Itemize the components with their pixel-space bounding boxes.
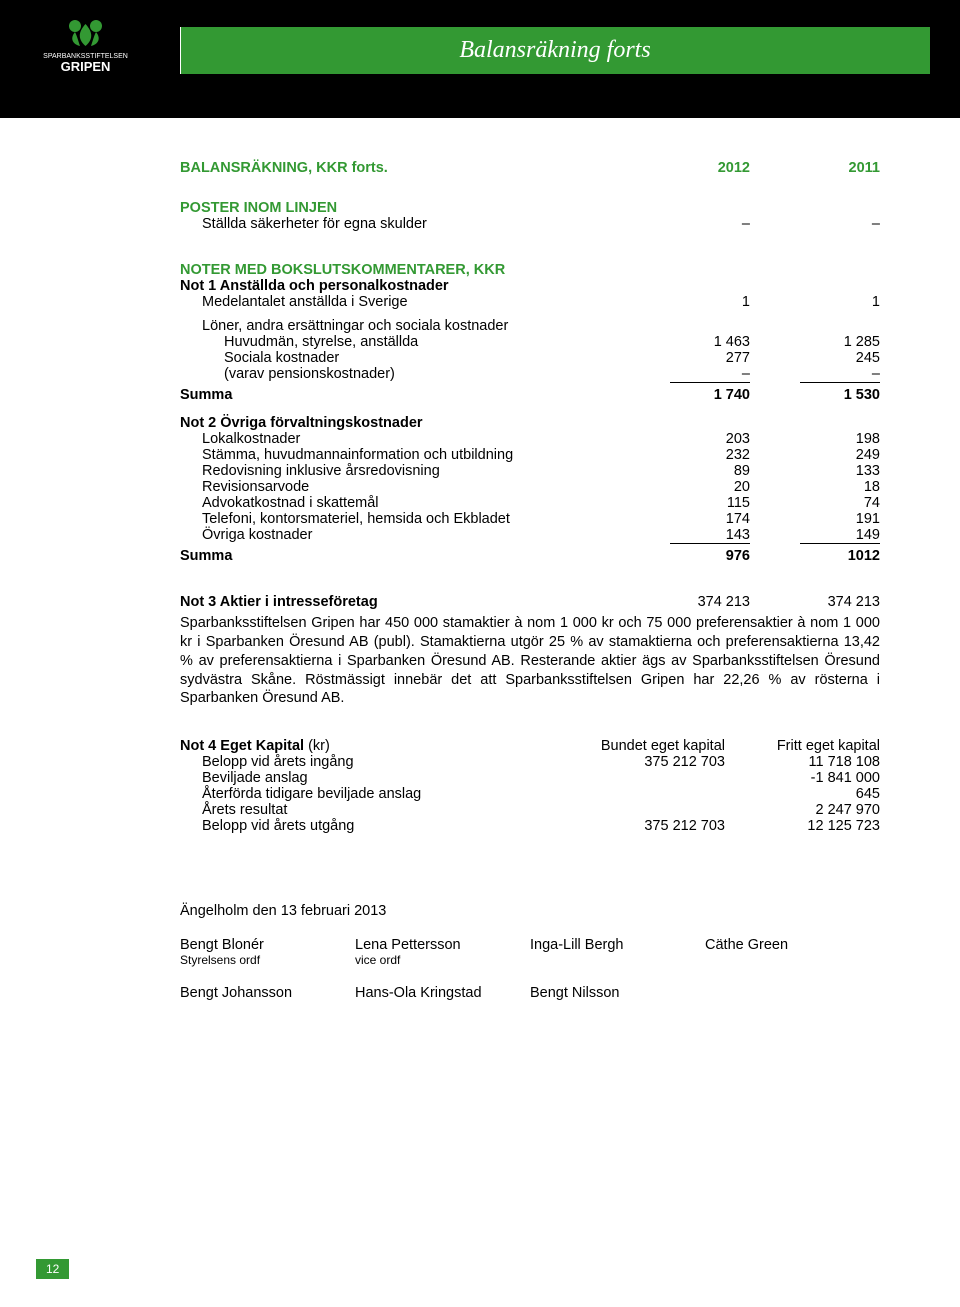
page-number: 12 <box>36 1259 69 1279</box>
sig-p4-name: Cäthe Green <box>705 937 880 953</box>
not3-title: Not 3 Aktier i intresseföretag <box>180 594 620 610</box>
not2-sum-label: Summa <box>180 548 620 564</box>
not1-r4-v2: – <box>750 366 880 383</box>
not2-r6-v2: 191 <box>750 511 880 527</box>
gripen-logo: SPARBANKSSTIFTELSEN GRIPEN <box>28 12 143 74</box>
not4-r4-v1 <box>560 802 725 818</box>
poster-heading: POSTER INOM LINJEN <box>180 200 880 216</box>
not2-r1-v1: 203 <box>620 431 750 447</box>
not2-r2-v2: 249 <box>750 447 880 463</box>
sig-p1-role: Styrelsens ordf <box>180 953 355 967</box>
not2-title: Not 2 Övriga förvaltningskostnader <box>180 415 880 431</box>
not1-r1-label: Medelantalet anställda i Sverige <box>180 294 620 310</box>
not2-r3-l: Redovisning inklusive årsredovisning <box>180 463 620 479</box>
not4-r5-v1: 375 212 703 <box>560 818 725 834</box>
not4-r5-l: Belopp vid årets utgång <box>180 818 560 834</box>
not1-sum-label: Summa <box>180 387 620 403</box>
poster-row-label: Ställda säkerheter för egna skulder <box>180 216 620 232</box>
poster-row-v1: – <box>620 216 750 232</box>
not3-v2: 374 213 <box>750 594 880 610</box>
not4-r1-v1: 375 212 703 <box>560 754 725 770</box>
sig-p6-name: Hans-Ola Kringstad <box>355 985 530 1001</box>
sig-p5-name: Bengt Johansson <box>180 985 355 1001</box>
not2-r6-l: Telefoni, kontorsmateriel, hemsida och E… <box>180 511 620 527</box>
year-col-2: 2011 <box>750 160 880 176</box>
not4-r2-l: Beviljade anslag <box>180 770 560 786</box>
not4-title-row: Not 4 Eget Kapital (kr) <box>180 738 560 754</box>
page-content: BALANSRÄKNING, KKR forts. 2012 2011 POST… <box>180 160 880 1001</box>
not2-r4-v2: 18 <box>750 479 880 495</box>
sig-p2-name: Lena Pettersson <box>355 937 530 953</box>
not1-title: Not 1 Anställda och personalkostnader <box>180 278 880 294</box>
not2-r5-l: Advokatkostnad i skattemål <box>180 495 620 511</box>
not4-h2: Fritt eget kapital <box>725 738 880 754</box>
not2-r1-v2: 198 <box>750 431 880 447</box>
header-title-bar: Balansräkning forts <box>180 27 930 74</box>
not4-r2-v1 <box>560 770 725 786</box>
header-band: SPARBANKSSTIFTELSEN GRIPEN Balansräkning… <box>0 0 960 118</box>
not4-r3-v2: 645 <box>725 786 880 802</box>
year-col-1: 2012 <box>620 160 750 176</box>
not4-r3-l: Återförda tidigare beviljade anslag <box>180 786 560 802</box>
noter-heading: NOTER MED BOKSLUTSKOMMENTARER, KKR <box>180 262 880 278</box>
not4-r4-v2: 2 247 970 <box>725 802 880 818</box>
not1-r3-label: Sociala kostnader <box>180 350 620 366</box>
sign-place-date: Ängelholm den 13 februari 2013 <box>180 903 880 919</box>
not1-sum-v1: 1 740 <box>620 387 750 403</box>
not2-r5-v2: 74 <box>750 495 880 511</box>
not4-r2-v2: -1 841 000 <box>725 770 880 786</box>
header-title: Balansräkning forts <box>459 37 650 64</box>
not2-r7-v1: 143 <box>620 527 750 544</box>
not4-r1-l: Belopp vid årets ingång <box>180 754 560 770</box>
not1-sub: Löner, andra ersättningar och sociala ko… <box>180 318 880 334</box>
sig-p1-name: Bengt Blonér <box>180 937 355 953</box>
not1-r3-v1: 277 <box>620 350 750 366</box>
not1-r2-v1: 1 463 <box>620 334 750 350</box>
not2-sum-v1: 976 <box>620 548 750 564</box>
not2-r3-v1: 89 <box>620 463 750 479</box>
logo-bottom-text: GRIPEN <box>61 59 111 74</box>
not4-r4-l: Årets resultat <box>180 802 560 818</box>
not2-r1-l: Lokalkostnader <box>180 431 620 447</box>
not1-r1-v1: 1 <box>620 294 750 310</box>
not4-r3-v1 <box>560 786 725 802</box>
not2-r4-v1: 20 <box>620 479 750 495</box>
sig-p7-name: Bengt Nilsson <box>530 985 705 1001</box>
not1-r1-v2: 1 <box>750 294 880 310</box>
not2-sum-v2: 1012 <box>750 548 880 564</box>
not2-r3-v2: 133 <box>750 463 880 479</box>
not4-r5-v2: 12 125 723 <box>725 818 880 834</box>
not1-r2-v2: 1 285 <box>750 334 880 350</box>
not4-r1-v2: 11 718 108 <box>725 754 880 770</box>
not1-sum-v2: 1 530 <box>750 387 880 403</box>
not2-r7-l: Övriga kostnader <box>180 527 620 544</box>
main-title: BALANSRÄKNING, KKR forts. <box>180 160 620 176</box>
not2-r5-v1: 115 <box>620 495 750 511</box>
not2-r2-l: Stämma, huvudmannainformation och utbild… <box>180 447 620 463</box>
not3-v1: 374 213 <box>620 594 750 610</box>
not1-r4-v1: – <box>620 366 750 383</box>
not4-h1: Bundet eget kapital <box>560 738 725 754</box>
not2-r7-v2: 149 <box>750 527 880 544</box>
poster-row-v2: – <box>750 216 880 232</box>
not2-r2-v1: 232 <box>620 447 750 463</box>
not3-paragraph: Sparbanksstiftelsen Gripen har 450 000 s… <box>180 614 880 708</box>
sig-p3-name: Inga-Lill Bergh <box>530 937 705 953</box>
not1-r3-v2: 245 <box>750 350 880 366</box>
not1-r2-label: Huvudmän, styrelse, anställda <box>180 334 620 350</box>
not1-r4-label: (varav pensionskostnader) <box>180 366 620 383</box>
not2-r4-l: Revisionsarvode <box>180 479 620 495</box>
sig-p2-role: vice ordf <box>355 953 530 967</box>
not2-r6-v1: 174 <box>620 511 750 527</box>
